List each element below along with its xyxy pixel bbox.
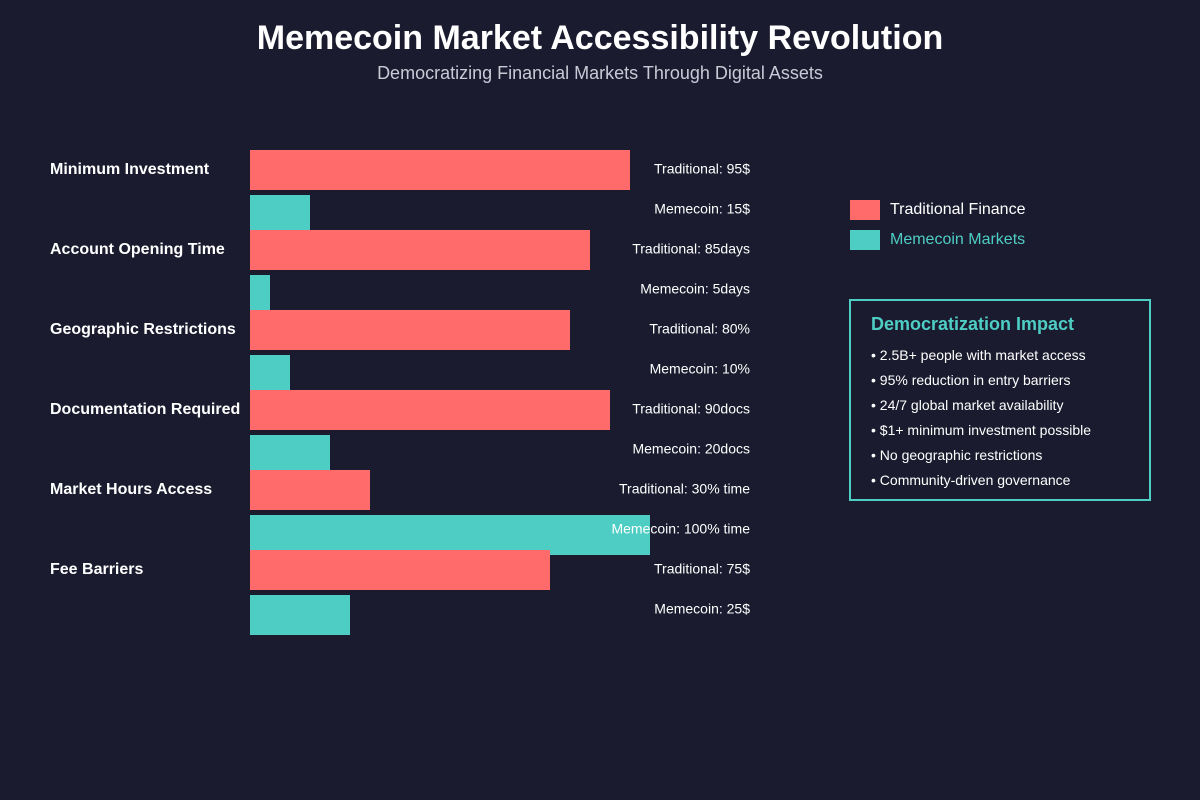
legend-swatch-memecoin	[850, 230, 880, 250]
legend-label-traditional: Traditional Finance	[890, 201, 1026, 218]
value-label-traditional: Traditional: 80%	[649, 321, 750, 337]
value-label-memecoin: Memecoin: 100% time	[611, 521, 750, 537]
value-label-traditional: Traditional: 90docs	[632, 401, 750, 417]
impact-item: • $1+ minimum investment possible	[871, 422, 1092, 438]
category-label: Geographic Restrictions	[50, 321, 236, 338]
impact-item: • 24/7 global market availability	[871, 397, 1064, 413]
value-label-memecoin: Memecoin: 10%	[650, 361, 750, 377]
bar-traditional	[250, 390, 610, 430]
legend-label-memecoin: Memecoin Markets	[890, 231, 1026, 248]
value-label-memecoin: Memecoin: 5days	[640, 281, 750, 297]
bar-memecoin	[250, 195, 310, 235]
category-label: Documentation Required	[50, 401, 240, 418]
bar-memecoin	[250, 435, 330, 475]
bar-memecoin	[250, 355, 290, 395]
legend-item-traditional: Traditional Finance	[850, 200, 1025, 220]
bar-memecoin	[250, 595, 350, 635]
legend: Traditional Finance Memecoin Markets	[850, 200, 1025, 260]
chart-title: Memecoin Market Accessibility Revolution	[256, 19, 944, 57]
value-label-memecoin: Memecoin: 25$	[654, 601, 750, 617]
bar-traditional	[250, 230, 590, 270]
category-label: Minimum Investment	[50, 161, 210, 178]
impact-list: • 2.5B+ people with market access • 95% …	[871, 347, 1091, 497]
bar-memecoin	[250, 275, 270, 315]
value-label-memecoin: Memecoin: 20docs	[632, 441, 750, 457]
category-label: Fee Barriers	[50, 561, 143, 578]
legend-item-memecoin: Memecoin Markets	[850, 230, 1025, 250]
value-label-traditional: Traditional: 75$	[654, 561, 750, 577]
bar-traditional	[250, 150, 630, 190]
bar-memecoin	[250, 515, 650, 555]
bar-traditional	[250, 550, 550, 590]
value-label-memecoin: Memecoin: 15$	[654, 201, 750, 217]
chart-subtitle: Democratizing Financial Markets Through …	[377, 63, 823, 83]
bar-traditional	[250, 470, 370, 510]
impact-item: • Community-driven governance	[871, 472, 1071, 488]
impact-item: • 2.5B+ people with market access	[871, 347, 1086, 363]
category-label: Account Opening Time	[50, 241, 225, 258]
impact-item: • 95% reduction in entry barriers	[871, 372, 1071, 388]
bar-chart: Minimum Investment Traditional: 95$ Memeco…	[50, 150, 750, 635]
bar-traditional	[250, 310, 570, 350]
impact-item: • No geographic restrictions	[871, 447, 1043, 463]
legend-swatch-traditional	[850, 200, 880, 220]
impact-title: Democratization Impact	[871, 314, 1075, 334]
value-label-traditional: Traditional: 95$	[654, 161, 750, 177]
category-label: Market Hours Access	[50, 481, 212, 498]
value-label-traditional: Traditional: 30% time	[619, 481, 750, 497]
impact-panel: Democratization Impact • 2.5B+ people wi…	[849, 299, 1151, 501]
value-label-traditional: Traditional: 85days	[632, 241, 750, 257]
